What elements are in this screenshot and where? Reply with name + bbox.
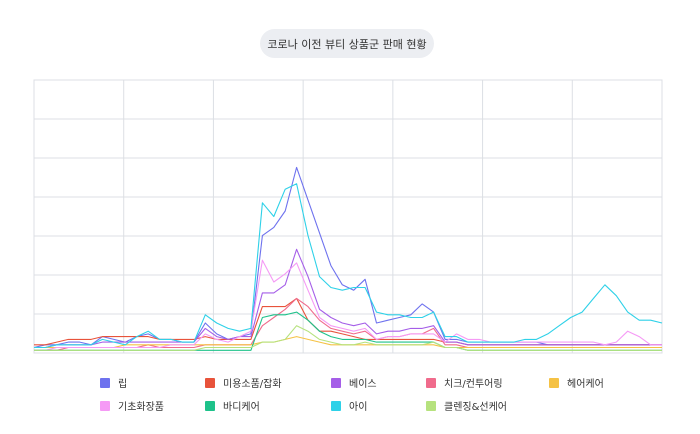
plot-area [33,79,663,354]
series-line-3 [34,248,662,349]
series-line-1 [33,166,662,349]
series-line-6 [34,259,662,351]
series-line-8 [34,183,663,349]
series-line-9 [34,325,662,351]
series-line-2 [34,297,662,346]
chart-title: 코로나 이전 뷰티 상품군 판매 현황 [260,29,434,58]
